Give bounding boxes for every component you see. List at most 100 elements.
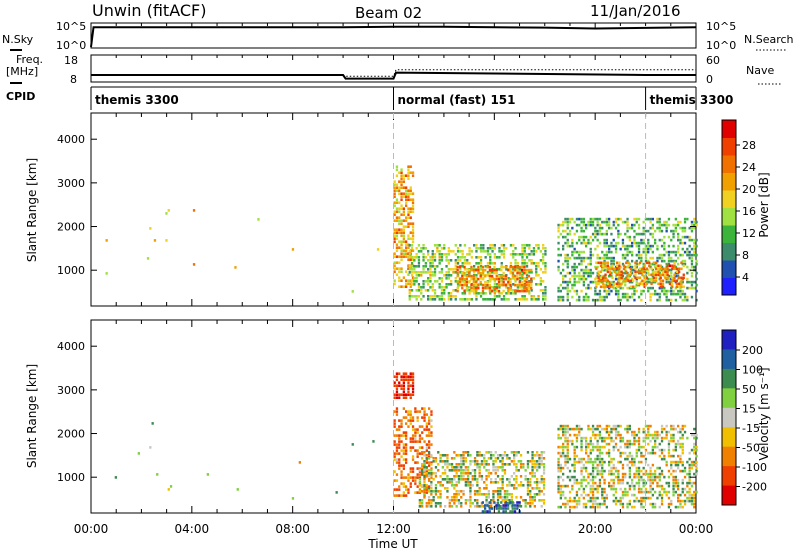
data-cell (599, 261, 603, 265)
data-cell (589, 460, 592, 464)
data-cell (504, 283, 508, 287)
data-cell (400, 204, 403, 207)
data-cell (512, 253, 515, 256)
data-cell (439, 454, 442, 457)
data-cell (400, 473, 403, 476)
data-cell (602, 267, 605, 271)
data-cell (626, 481, 629, 485)
data-cell (598, 469, 602, 473)
data-cell (454, 298, 457, 301)
data-cell (575, 223, 579, 227)
data-cell (642, 226, 645, 230)
data-cell (411, 234, 415, 237)
data-cell (608, 247, 611, 251)
data-cell (518, 280, 521, 284)
data-cell (502, 283, 505, 287)
data-cell (478, 493, 481, 496)
data-cell (427, 259, 430, 262)
data-cell (673, 279, 676, 283)
data-cell (631, 505, 634, 509)
data-cell (603, 259, 606, 263)
data-cell (503, 454, 507, 457)
data-cell (603, 487, 606, 491)
data-cell (464, 466, 467, 469)
data-cell (523, 262, 526, 265)
data-cell (660, 436, 664, 440)
power-cbar-ticklabel: 12 (742, 227, 756, 240)
data-cell (516, 265, 519, 269)
data-cell (527, 286, 531, 290)
data-cell (407, 255, 410, 258)
data-cell (582, 280, 585, 284)
data-cell (491, 244, 494, 247)
data-cell (591, 460, 595, 464)
data-cell (500, 292, 503, 295)
data-cell (650, 282, 653, 286)
power-cbar-ticklabel: 28 (742, 139, 756, 152)
data-cell (405, 410, 408, 413)
data-cell (395, 207, 399, 210)
data-cell (660, 448, 664, 452)
data-cell (631, 253, 634, 257)
nsky-panel: N.Sky 10^5 10^0 10^5 10^0 N.Search (2, 20, 794, 52)
data-cell (587, 256, 590, 260)
data-cell (393, 264, 396, 267)
data-cell (536, 493, 539, 496)
data-cell (585, 271, 588, 275)
data-cell (677, 487, 680, 491)
data-cell (681, 292, 684, 296)
data-cell (427, 250, 430, 253)
data-cell (502, 265, 505, 269)
data-cell (608, 433, 611, 437)
data-cell (511, 504, 514, 507)
data-cell (693, 265, 696, 269)
data-cell (372, 440, 375, 443)
data-cell (466, 259, 469, 262)
data-cell (667, 505, 671, 509)
data-cell (462, 463, 465, 466)
data-cell (594, 229, 597, 233)
data-cell (609, 270, 612, 274)
data-cell (665, 262, 668, 266)
data-cell (667, 442, 671, 446)
nave-series-line (91, 69, 696, 77)
data-cell (478, 454, 481, 457)
data-cell (516, 283, 519, 287)
data-cell (690, 274, 694, 278)
data-cell (463, 265, 466, 269)
data-cell (557, 229, 560, 233)
data-cell (562, 430, 565, 434)
data-cell (457, 493, 461, 496)
data-cell (433, 298, 437, 301)
data-cell (536, 451, 539, 454)
data-cell (114, 476, 117, 479)
data-cell (508, 457, 511, 460)
data-cell (536, 478, 539, 481)
data-cell (460, 463, 463, 466)
data-cell (425, 443, 428, 446)
data-cell (420, 292, 423, 295)
data-cell (589, 235, 592, 239)
data-cell (526, 466, 530, 469)
data-cell (608, 430, 611, 434)
data-cell (402, 407, 405, 410)
data-cell (617, 481, 620, 485)
data-cell (167, 209, 170, 212)
data-cell (528, 292, 531, 295)
data-cell (488, 265, 491, 269)
data-cell (445, 271, 448, 274)
data-cell (461, 271, 464, 275)
data-cell (518, 501, 521, 504)
data-cell (438, 253, 441, 256)
data-cell (437, 502, 440, 505)
data-cell (420, 247, 423, 250)
data-cell (407, 213, 410, 216)
data-cell (686, 484, 689, 488)
data-cell (591, 253, 595, 257)
data-cell (608, 226, 611, 230)
data-cell (493, 268, 496, 272)
nave-tick-top: 60 (706, 54, 720, 67)
data-cell (667, 490, 671, 494)
data-cell (618, 282, 621, 286)
